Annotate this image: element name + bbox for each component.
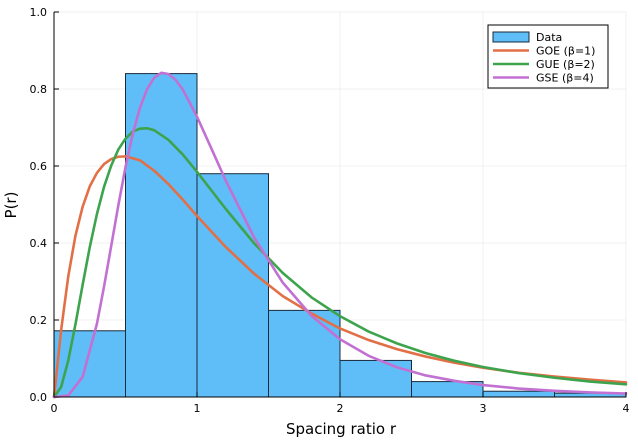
y-tick-label: 1.0 bbox=[30, 6, 48, 19]
legend-label: GOE (β=1) bbox=[536, 45, 595, 58]
x-axis-label: Spacing ratio r bbox=[286, 420, 397, 438]
legend-label: GUE (β=2) bbox=[536, 58, 595, 71]
y-tick-label: 0.8 bbox=[30, 83, 48, 96]
x-tick-label: 4 bbox=[623, 402, 630, 415]
histogram-bar bbox=[339, 359, 412, 398]
y-axis-label: P(r) bbox=[2, 192, 20, 219]
x-tick-label: 0 bbox=[51, 402, 58, 415]
y-tick-label: 0.4 bbox=[30, 237, 48, 250]
legend-label: Data bbox=[536, 31, 562, 44]
series-line-3 bbox=[52, 71, 628, 399]
series-line-2 bbox=[52, 126, 628, 399]
y-tick-label: 0.0 bbox=[30, 391, 48, 404]
x-tick-label: 2 bbox=[337, 402, 344, 415]
histogram-bar bbox=[53, 330, 126, 398]
series-line-1 bbox=[52, 155, 628, 399]
y-tick-label: 0.2 bbox=[30, 314, 48, 327]
histogram-bar bbox=[196, 173, 269, 398]
axes bbox=[53, 11, 627, 398]
histogram-bar bbox=[268, 309, 341, 398]
x-tick-label: 3 bbox=[480, 402, 487, 415]
y-tick-label: 0.6 bbox=[30, 160, 48, 173]
x-tick-label: 1 bbox=[194, 402, 201, 415]
legend-swatch-data bbox=[492, 31, 530, 43]
theory-curves bbox=[52, 71, 628, 399]
legend-label: GSE (β=4) bbox=[536, 72, 594, 85]
tick-labels: 0 1 2 3 4 0.0 0.2 0.4 0.6 0.8 1.0 bbox=[30, 6, 630, 415]
histogram-bars bbox=[53, 73, 627, 398]
histogram-bar bbox=[482, 390, 555, 398]
